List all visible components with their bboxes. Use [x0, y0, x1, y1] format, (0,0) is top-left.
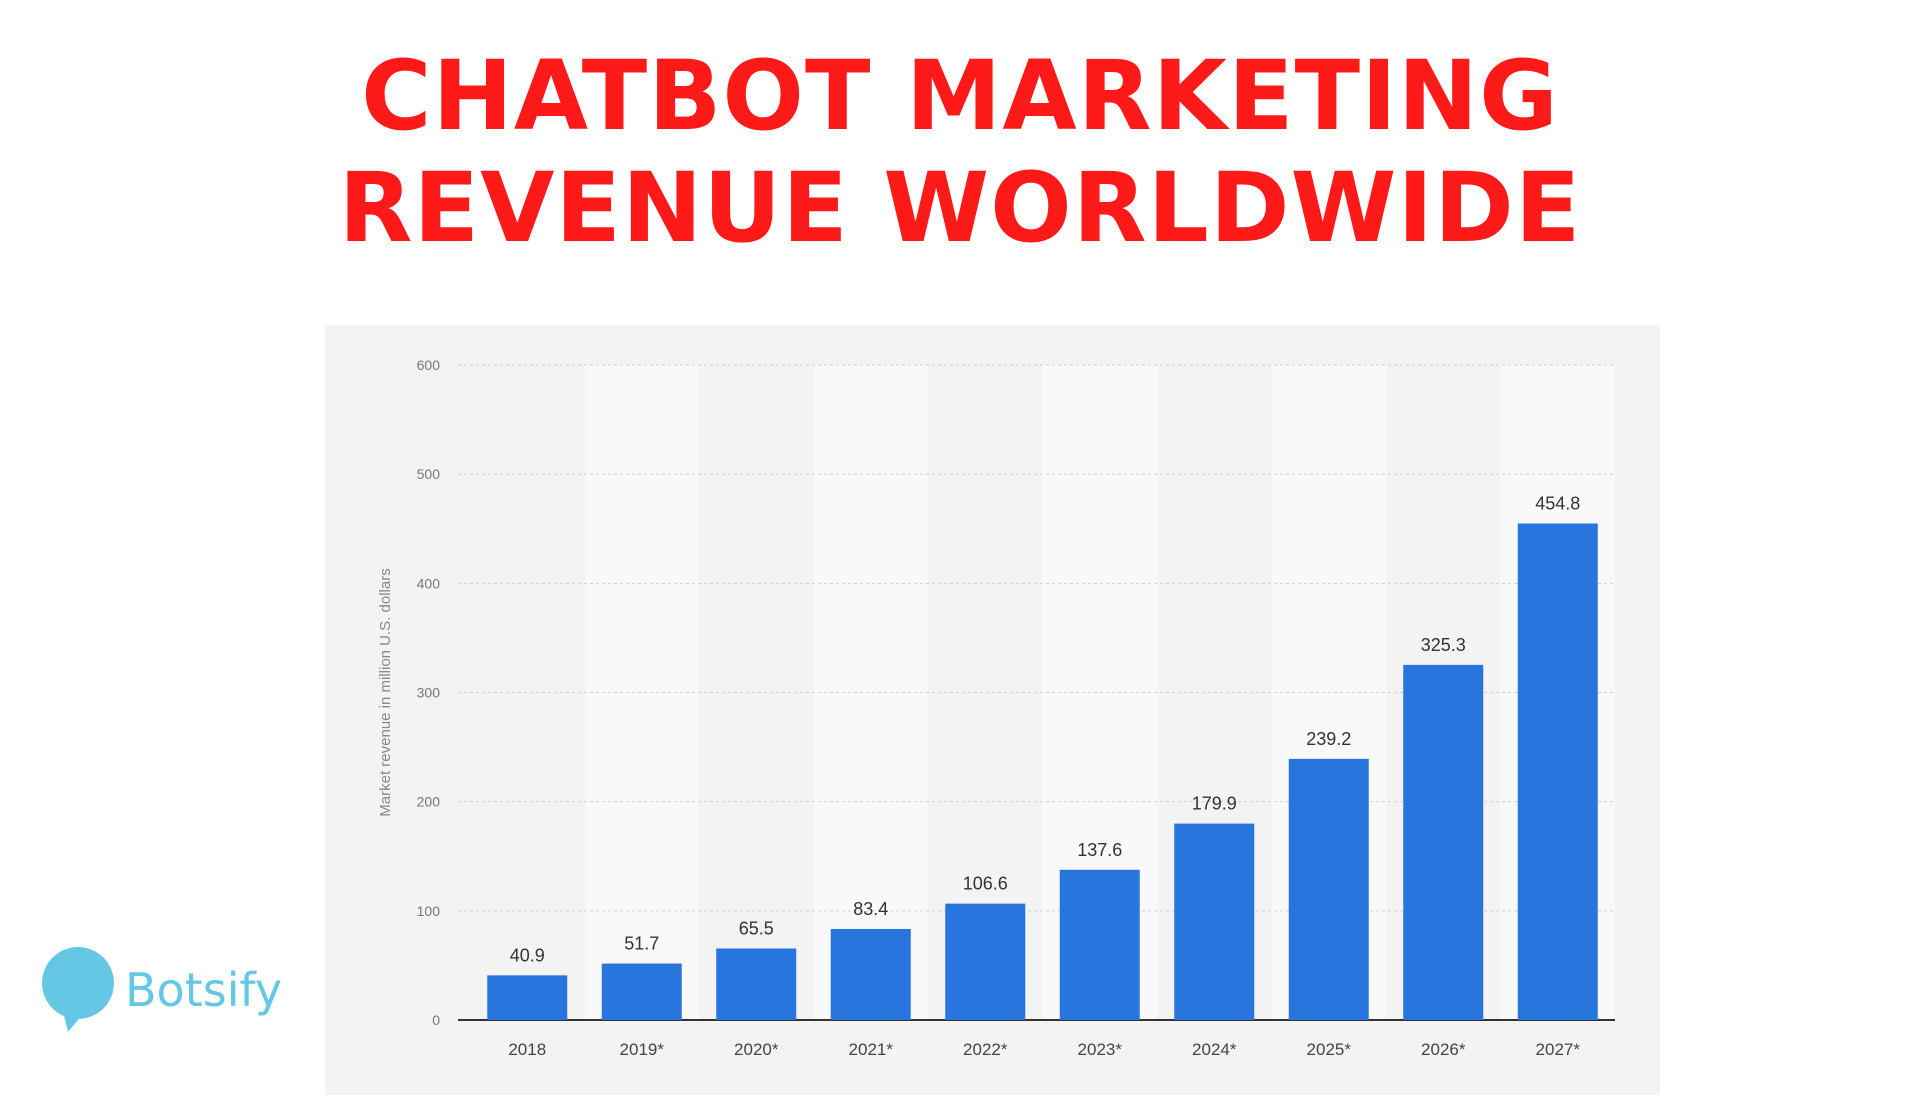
bar [1403, 664, 1484, 1020]
y-tick-label: 300 [417, 685, 441, 701]
x-tick-label: 2018 [508, 1040, 546, 1059]
data-label: 40.9 [510, 945, 545, 965]
data-label: 51.7 [624, 934, 659, 954]
y-tick-label: 0 [432, 1012, 440, 1028]
bar [1288, 758, 1369, 1020]
y-axis-label: Market revenue in million U.S. dollars [377, 568, 394, 816]
chart-panel: 0 100 200 300 400 500 600 Market revenue in mil… [325, 325, 1660, 1095]
bar [716, 948, 797, 1020]
data-label: 179.9 [1192, 794, 1237, 814]
data-label: 106.6 [963, 874, 1008, 894]
y-tick-label: 100 [417, 903, 441, 919]
bar [1174, 823, 1255, 1020]
x-tick-label: 2024* [1192, 1040, 1237, 1059]
y-tick-label: 400 [417, 575, 441, 591]
data-label: 325.3 [1421, 635, 1466, 655]
x-tick-label: 2027* [1536, 1040, 1581, 1059]
y-tick-label: 600 [417, 357, 441, 373]
x-tick-label: 2020* [734, 1040, 779, 1059]
data-label: 239.2 [1306, 729, 1351, 749]
y-tick-label: 200 [417, 794, 441, 810]
title-line-2: REVENUE WORLDWIDE [338, 152, 1582, 264]
bar [1059, 869, 1140, 1020]
bar [830, 928, 911, 1020]
x-tick-label: 2023* [1078, 1040, 1123, 1059]
bar [487, 975, 568, 1020]
x-tick-label: 2026* [1421, 1040, 1466, 1059]
logo-text: Botsify [125, 963, 283, 1017]
data-label: 454.8 [1535, 494, 1580, 514]
bar [1517, 523, 1598, 1020]
x-tick-label: 2022* [963, 1040, 1008, 1059]
bar-chart: 0 100 200 300 400 500 600 Market revenue in mil… [377, 357, 1615, 1059]
bar [945, 903, 1026, 1020]
title-line-1: CHATBOT MARKETING [361, 40, 1559, 152]
speech-bubble-icon [42, 947, 114, 1032]
data-label: 65.5 [739, 918, 774, 938]
botsify-logo: Botsify [40, 945, 282, 1035]
data-label: 137.6 [1077, 840, 1122, 860]
page-title: CHATBOT MARKETING REVENUE WORLDWIDE [0, 40, 1920, 264]
x-tick-label: 2019* [620, 1040, 665, 1059]
data-label: 83.4 [853, 899, 888, 919]
x-tick-label: 2025* [1307, 1040, 1352, 1059]
x-tick-label: 2021* [849, 1040, 894, 1059]
bar [601, 963, 682, 1020]
y-tick-label: 500 [417, 466, 441, 482]
